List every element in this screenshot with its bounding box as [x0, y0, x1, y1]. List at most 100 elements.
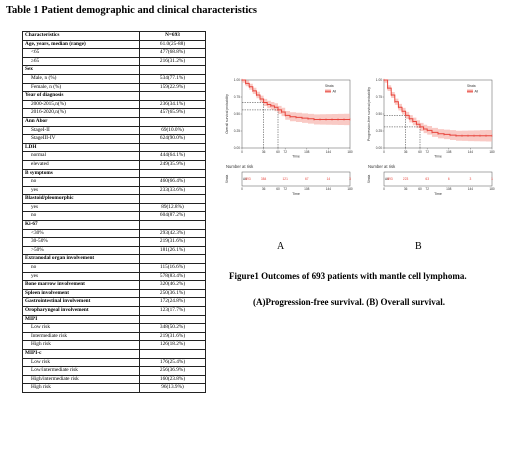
row-value [139, 142, 206, 153]
table-row: Intermediate risk 219(31.6%) [22, 331, 206, 342]
table-row: elevated 249(35.9%) [22, 159, 206, 170]
row-label: elevated [22, 159, 140, 170]
row-label: no [22, 263, 140, 273]
row-label: Gastrointestinal involvement [22, 297, 140, 307]
km-plot-a: 0.000.250.500.751.000 36 60 72 108 144 180Time… [225, 78, 353, 196]
y-tick-label: 0.00 [376, 146, 382, 150]
row-label: Low risk [22, 323, 140, 333]
risk-strata-label: All [385, 177, 389, 181]
row-label: Spleen involvement [22, 288, 140, 299]
risk-x-tick-label: 0 [383, 187, 385, 191]
risk-x-tick-label: 60 [276, 187, 280, 191]
risk-x-tick-label: 0 [241, 187, 243, 191]
legend-title: Strata [325, 84, 334, 88]
row-value: 126(18.2%) [139, 340, 206, 350]
row-value [139, 91, 206, 101]
row-value [139, 348, 206, 359]
row-label: Blastoid/pleomorphic [22, 194, 140, 204]
panel-label-b: B [415, 241, 422, 252]
table-row: LDH [22, 142, 206, 153]
table-header-row: Characteristics N=693 [22, 31, 206, 41]
risk-value: 67 [305, 177, 309, 181]
x-tick-label: 144 [468, 150, 474, 154]
x-tick-label: 72 [283, 150, 287, 154]
x-tick-label: 60 [418, 150, 422, 154]
row-label: 30-50% [22, 237, 140, 247]
table-row: Low risk 176(25.4%) [22, 357, 206, 368]
legend-title: Strata [467, 84, 476, 88]
table-row: normal 444(64.1%) [22, 151, 206, 161]
y-tick-label: 0.75 [376, 95, 382, 99]
row-value: 444(64.1%) [139, 151, 206, 161]
x-tick-label: 144 [326, 150, 332, 154]
risk-value: 693 [387, 177, 393, 181]
row-value: 250(36.1%) [139, 288, 206, 299]
risk-strata-axis-label: Strata [225, 175, 229, 184]
row-label: Female, n (%) [22, 82, 140, 93]
y-tick-label: 1.00 [234, 78, 240, 82]
table-row: Extranodal organ involvement [22, 254, 206, 265]
figure-subcaption: (A)Progression-free survival. (B) Overal… [253, 297, 445, 307]
legend-item: All [475, 89, 479, 93]
row-value: 176(25.4%) [139, 357, 206, 368]
table-row: Spleen involvement 250(36.1%) [22, 288, 206, 299]
x-tick-label: 72 [425, 150, 429, 154]
row-value [139, 168, 206, 179]
row-label: High/intermediate risk [22, 374, 140, 385]
table-row: StageI-II 69(10.0%) [22, 125, 206, 136]
row-value: 216(31.2%) [139, 56, 206, 67]
row-value: 578(83.4%) [139, 271, 206, 282]
row-label: Extranodal organ involvement [22, 254, 140, 265]
risk-table-frame [241, 171, 351, 187]
row-value [139, 220, 206, 230]
row-value: 604(87.2%) [139, 211, 206, 222]
table-row: 2000-2015,n(%) 236(34.1%) [22, 99, 206, 110]
risk-value: 14 [327, 177, 331, 181]
row-label: yes [22, 185, 140, 196]
row-label: yes [22, 271, 140, 282]
risk-x-tick-label: 36 [404, 187, 408, 191]
risk-table-title: Number at risk [368, 164, 396, 169]
risk-x-tick-label: 144 [326, 187, 332, 191]
row-value: 249(35.9%) [139, 159, 206, 170]
y-tick-label: 0.50 [234, 112, 240, 116]
row-value: 181(26.1%) [139, 245, 206, 256]
x-axis-label: Time [434, 155, 442, 159]
y-tick-label: 0.50 [376, 112, 382, 116]
km-plot-b: 0.000.250.500.751.000 36 60 72 108 144 180Time… [367, 78, 495, 196]
table-row: High/intermediate risk 160(23.8%) [22, 374, 206, 385]
table-row: Blastoid/pleomorphic [22, 194, 206, 204]
y-tick-label: 1.00 [376, 78, 382, 82]
table-body: Age, years, median (range) 61.0(25-88) <65… [22, 39, 206, 393]
row-value: 96(13.9%) [139, 383, 206, 393]
row-label: normal [22, 151, 140, 161]
table-row: Male, n (%) 534(77.1%) [22, 73, 206, 84]
risk-value: 121 [283, 177, 289, 181]
x-tick-label: 108 [304, 150, 310, 154]
table-row: <65 477(68.8%) [22, 48, 206, 58]
row-label: yes [22, 202, 140, 213]
row-value [139, 254, 206, 265]
row-label: Low/intermediate risk [22, 366, 140, 376]
row-value: 348(50.2%) [139, 323, 206, 333]
y-axis-label: Overall survival probability [225, 94, 229, 134]
risk-value: 3 [349, 177, 351, 181]
table-header-characteristics: Characteristics [22, 31, 140, 41]
table-row: Bone marrow involvement 320(46.2%) [22, 280, 206, 290]
table-row: no 115(16.6%) [22, 263, 206, 273]
risk-value: 63 [425, 177, 429, 181]
table-row: Low/intermediate risk 256(36.9%) [22, 366, 206, 376]
risk-value: 223 [403, 177, 409, 181]
row-value [139, 314, 206, 325]
x-tick-label: 0 [383, 150, 385, 154]
risk-x-tick-label: 72 [425, 187, 429, 191]
risk-x-tick-label: 72 [283, 187, 287, 191]
row-value: 293(42.3%) [139, 228, 206, 239]
x-tick-label: 180 [489, 150, 495, 154]
risk-x-tick-label: 36 [262, 187, 266, 191]
table-row: Female, n (%) 159(22.9%) [22, 82, 206, 93]
table-row: yes 233(33.6%) [22, 185, 206, 196]
row-value [139, 194, 206, 204]
row-value: 115(16.6%) [139, 263, 206, 273]
row-label: >50% [22, 245, 140, 256]
